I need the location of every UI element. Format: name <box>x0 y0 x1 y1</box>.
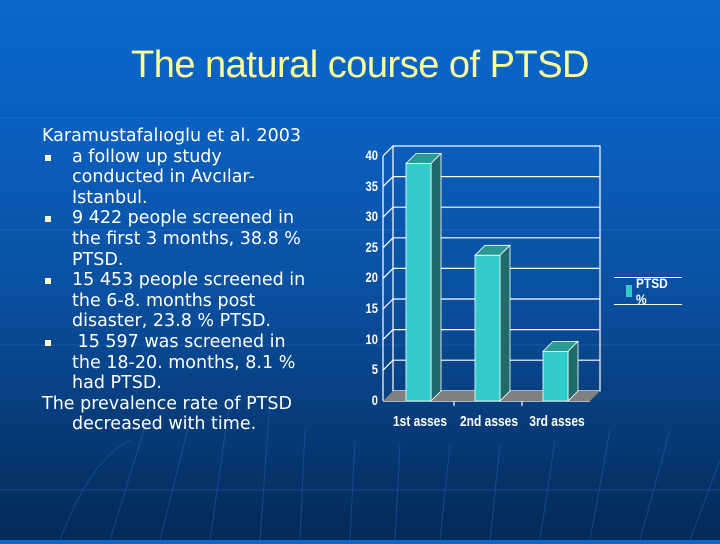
bar-1st-asses <box>405 152 442 402</box>
square-bullet-icon <box>45 339 51 346</box>
y-tick-label: 25 <box>365 239 378 255</box>
square-bullet-icon <box>45 216 51 223</box>
y-tick-label: 15 <box>365 300 378 316</box>
bar-3rd-asses <box>542 340 579 402</box>
legend-label: PTSD % <box>636 275 668 307</box>
bullet-item: 15 453 people screened in the 6-8. month… <box>42 270 362 332</box>
conclusion-line-2: decreased with time. <box>72 414 257 435</box>
conclusion-line-1: The prevalence rate of PTSD <box>42 393 292 414</box>
bullet-item: 15 597 was screened in the 18-20. months… <box>42 332 362 394</box>
y-tick-label: 0 <box>371 392 378 408</box>
square-bullet-icon <box>45 278 51 285</box>
bullet-item: a follow up study conducted in Avcılar- … <box>42 147 362 209</box>
legend-swatch <box>626 285 632 297</box>
y-tick-label: 5 <box>371 361 378 377</box>
bullet-item: 9 422 people screened in the first 3 mon… <box>42 208 362 270</box>
y-tick-label: 10 <box>365 331 378 347</box>
x-category-label: 1st asses <box>392 413 448 430</box>
y-tick-label: 35 <box>365 178 378 194</box>
chart-legend: PTSD % <box>614 275 682 307</box>
y-tick-label: 20 <box>365 269 378 285</box>
square-bullet-icon <box>45 154 51 161</box>
x-category-label: 2nd asses <box>459 413 519 430</box>
x-category-label: 3rd asses <box>529 413 585 430</box>
body-text: Karamustafalıoglu et al. 2003 a follow u… <box>42 126 362 435</box>
y-tick-label: 40 <box>365 147 378 163</box>
y-tick-label: 30 <box>365 208 378 224</box>
bar-2nd-asses <box>474 244 511 402</box>
citation: Karamustafalıoglu et al. 2003 <box>42 126 302 146</box>
slide-title: The natural course of PTSD <box>131 44 590 86</box>
